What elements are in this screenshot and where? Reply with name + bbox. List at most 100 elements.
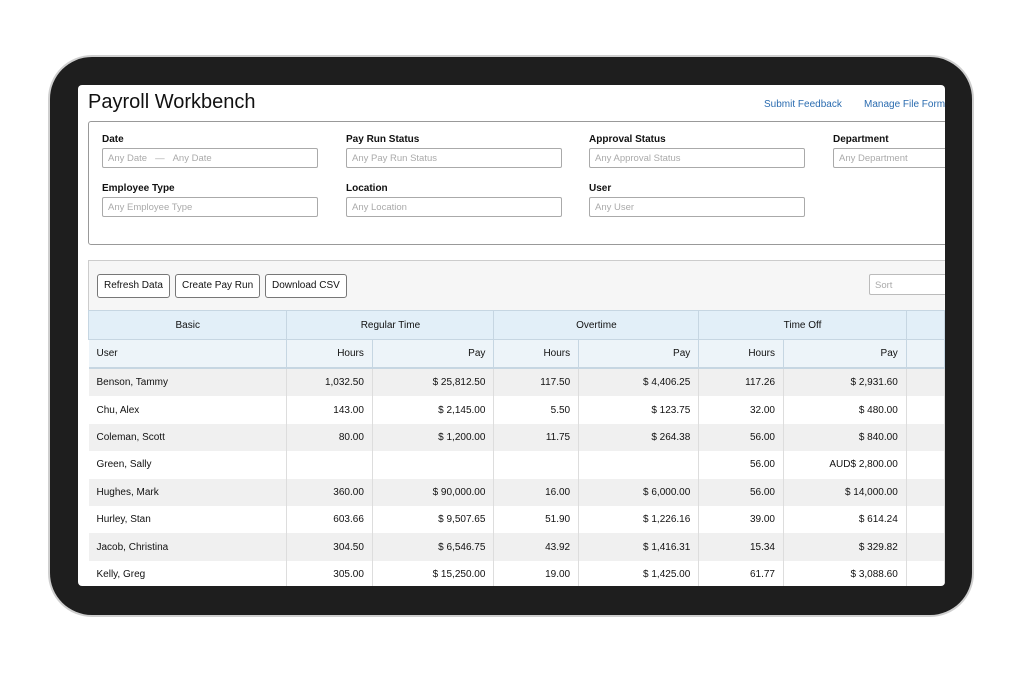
link[interactable]: Manage File Form	[864, 99, 945, 110]
column-header: Pay	[372, 339, 495, 369]
filter-input[interactable]: Any Date — Any Date	[102, 148, 318, 168]
filter-label: User	[589, 183, 612, 194]
filter-input[interactable]: Any Approval Status	[589, 148, 805, 168]
group-row: Basic Regular Time Overtime Time Off	[87, 310, 945, 340]
table-cell	[578, 451, 700, 479]
table-cell: $ 2,145.00	[372, 396, 495, 424]
page-title: Payroll Workbench	[88, 91, 256, 113]
button[interactable]: Download CSV	[265, 274, 347, 298]
table-cell	[493, 451, 580, 479]
table-cell: 56.00	[698, 451, 784, 479]
filter-input[interactable]: Any Pay Run Status	[346, 148, 562, 168]
table-cell	[906, 560, 945, 586]
table-cell: 1,032.50	[286, 368, 373, 397]
table-row[interactable]: Hughes, Mark 360.00 $ 90,000.00 16.00 $ 6,00…	[88, 478, 945, 506]
table-cell: 304.50	[286, 533, 373, 561]
group-header: Basic	[87, 310, 288, 340]
group-header: Regular Time	[286, 310, 495, 340]
table-cell	[286, 451, 373, 479]
table-cell: $ 329.82	[783, 533, 907, 561]
date-from: Any Date	[108, 153, 148, 164]
column-row: User Hours Pay Hours Pay Hours Pay	[88, 339, 945, 369]
filter-input[interactable]: Any Employee Type	[102, 197, 318, 217]
filter-label: Employee Type	[102, 183, 175, 194]
table-cell	[906, 505, 945, 534]
table-cell: 80.00	[286, 423, 373, 452]
table-row[interactable]: Jacob, Christina 304.50 $ 6,546.75 43.92 $ 1…	[88, 533, 945, 561]
table-cell: Hughes, Mark	[88, 478, 288, 506]
table-cell: $ 3,088.60	[783, 560, 907, 586]
table-row[interactable]: Kelly, Greg 305.00 $ 15,250.00 19.00 $ 1,425…	[88, 560, 945, 586]
table-cell: 39.00	[698, 505, 784, 534]
table-cell: $ 840.00	[783, 423, 907, 452]
filter-label: Department	[833, 134, 889, 145]
date-to: Any Date	[172, 153, 212, 164]
table-cell: 305.00	[286, 560, 373, 586]
table-cell: $ 1,416.31	[578, 533, 700, 561]
toolbar: Sort Refresh Data Create Pay Run Download …	[88, 260, 945, 311]
link[interactable]: Submit Feedback	[764, 99, 842, 110]
table-cell: $ 480.00	[783, 396, 907, 424]
filter-label: Approval Status	[589, 134, 666, 145]
table-cell: $ 4,406.25	[578, 368, 700, 397]
table-cell: 56.00	[698, 423, 784, 452]
table-cell: $ 90,000.00	[372, 478, 495, 506]
table-cell: 15.34	[698, 533, 784, 561]
table-head: Basic Regular Time Overtime Time Off User Hou…	[87, 310, 945, 369]
table-cell: 16.00	[493, 478, 580, 506]
table-cell: 43.92	[493, 533, 580, 561]
table-cell: $ 614.24	[783, 505, 907, 534]
table-cell	[906, 423, 945, 452]
table-cell: Green, Sally	[88, 451, 288, 479]
column-header: Pay	[783, 339, 907, 369]
table-cell: 5.50	[493, 396, 580, 424]
table-row[interactable]: Benson, Tammy 1,032.50 $ 25,812.50 117.50 $ …	[88, 368, 945, 397]
table-cell: Benson, Tammy	[88, 368, 288, 397]
table-cell: Chu, Alex	[88, 396, 288, 424]
table-cell: $ 2,931.60	[783, 368, 907, 397]
table-cell	[906, 396, 945, 424]
table-cell: 143.00	[286, 396, 373, 424]
table-cell: 360.00	[286, 478, 373, 506]
table-cell: Jacob, Christina	[88, 533, 288, 561]
sort-input[interactable]: Sort	[869, 274, 945, 295]
table-row[interactable]: Hurley, Stan 603.66 $ 9,507.65 51.90 $ 1,226…	[88, 505, 945, 534]
column-header: Pay	[578, 339, 700, 369]
table-cell: $ 14,000.00	[783, 478, 907, 506]
group-header	[905, 310, 945, 340]
table-cell: Coleman, Scott	[88, 423, 288, 452]
table-row[interactable]: Chu, Alex 143.00 $ 2,145.00 5.50 $ 123.75 32.…	[88, 396, 945, 424]
table-cell	[906, 533, 945, 561]
filter-label: Date	[102, 134, 124, 145]
table-cell	[906, 451, 945, 479]
table-row[interactable]: Coleman, Scott 80.00 $ 1,200.00 11.75 $ 264.…	[88, 423, 945, 452]
filter-input[interactable]: Any Department	[833, 148, 945, 168]
table-cell	[372, 451, 495, 479]
table-cell: 61.77	[698, 560, 784, 586]
filter-label: Location	[346, 183, 388, 194]
data-table: Basic Regular Time Overtime Time Off User Hou…	[87, 310, 945, 586]
table-cell: 11.75	[493, 423, 580, 452]
column-header: Hours	[286, 339, 373, 369]
table-cell	[906, 368, 945, 397]
date-separator: —	[155, 153, 165, 164]
table-cell: $ 25,812.50	[372, 368, 495, 397]
table-cell: Kelly, Greg	[88, 560, 288, 586]
button[interactable]: Refresh Data	[97, 274, 170, 298]
screen: Payroll Workbench Submit Feedback Manage…	[78, 85, 945, 586]
column-header	[906, 339, 945, 369]
filter-input[interactable]: Any Location	[346, 197, 562, 217]
filter-input[interactable]: Any User	[589, 197, 805, 217]
table-cell: $ 1,226.16	[578, 505, 700, 534]
table-row[interactable]: Green, Sally 56.00 AUD$ 2,800.00	[88, 451, 945, 479]
table-body: Benson, Tammy 1,032.50 $ 25,812.50 117.50 $ …	[88, 368, 945, 586]
table-cell	[906, 478, 945, 506]
table-cell: 117.26	[698, 368, 784, 397]
filter-label: Pay Run Status	[346, 134, 420, 145]
column-header: Hours	[493, 339, 580, 369]
button[interactable]: Create Pay Run	[175, 274, 261, 298]
table-cell: Hurley, Stan	[88, 505, 288, 534]
filter-panel: Date Any Date — Any Date Pay Run Status Any P…	[88, 121, 945, 245]
table-cell: $ 1,425.00	[578, 560, 700, 586]
